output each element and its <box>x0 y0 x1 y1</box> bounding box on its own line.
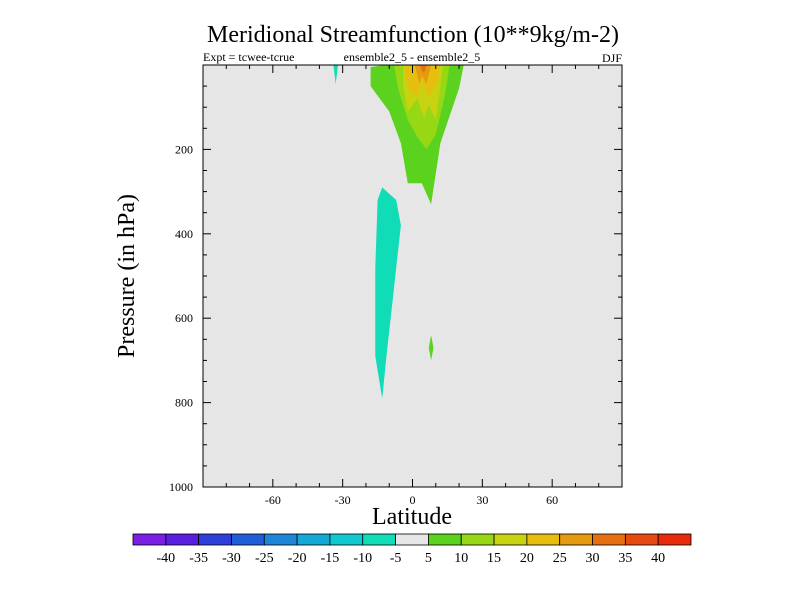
colorbar-swatch <box>263 533 298 546</box>
contour-region-5 <box>419 65 427 74</box>
y-tick-label: 1000 <box>169 480 193 494</box>
x-axis-ticks: -60 -30 0 30 60 <box>202 65 623 507</box>
colorbar-label: 15 <box>487 551 501 566</box>
colorbar-label: -20 <box>288 551 307 566</box>
contour-regions <box>333 65 464 399</box>
x-tick-label: -60 <box>265 493 281 507</box>
colorbar-label: -15 <box>321 551 340 566</box>
x-tick-label: 0 <box>410 493 416 507</box>
colorbar-label: 30 <box>586 551 600 566</box>
subtitle-right: DJF <box>602 51 622 65</box>
colorbar-swatch <box>198 533 232 546</box>
chart-title: Meridional Streamfunction (10**9kg/m-2) <box>207 22 619 48</box>
x-axis-label: Latitude <box>372 504 452 530</box>
colorbar-label: 40 <box>651 551 665 566</box>
colorbar-label: 20 <box>520 551 534 566</box>
colorbar-swatch <box>329 533 364 546</box>
colorbar-swatch <box>526 533 561 546</box>
colorbar-swatch <box>493 533 528 546</box>
colorbar-swatch <box>657 533 692 546</box>
colorbar-label: -40 <box>156 551 175 566</box>
colorbar-label: -10 <box>353 551 372 566</box>
colorbar-swatch <box>460 533 495 546</box>
y-axis-ticks: 200 400 600 800 1000 <box>169 64 622 494</box>
y-tick-label: 400 <box>175 227 193 241</box>
colorbar-label: -5 <box>390 551 402 566</box>
contour-region-3 <box>405 65 441 97</box>
colorbar-swatch <box>231 533 265 546</box>
x-tick-label: -30 <box>335 493 351 507</box>
colorbar-label: 25 <box>553 551 567 566</box>
colorbar-swatch <box>559 533 593 546</box>
x-tick-label: 60 <box>546 493 558 507</box>
colorbar-swatch <box>592 533 626 546</box>
y-tick-label: 600 <box>175 311 193 325</box>
colorbar-swatch <box>362 533 396 546</box>
x-tick-label: 30 <box>476 493 488 507</box>
colorbar-label: -30 <box>222 551 241 566</box>
subtitle-center: ensemble2_5 - ensemble2_5 <box>344 50 481 64</box>
colorbar <box>132 533 692 546</box>
colorbar-label: -25 <box>255 551 274 566</box>
contour-region-8 <box>428 335 434 361</box>
colorbar-label: -35 <box>189 551 208 566</box>
colorbar-labels: -40 -35 -30 -25 -20 -15 -10 -5 5 10 15 20 25 30 35 40 <box>156 551 665 566</box>
contour-region-7 <box>375 187 401 399</box>
contour-region-6 <box>333 65 338 84</box>
contour-region-4 <box>414 65 432 84</box>
colorbar-label: 10 <box>454 551 468 566</box>
colorbar-swatch <box>296 533 331 546</box>
y-tick-label: 200 <box>175 142 193 156</box>
colorbar-swatch <box>395 533 429 546</box>
y-tick-label: 800 <box>175 396 193 410</box>
colorbar-swatch <box>624 533 659 546</box>
colorbar-swatch <box>165 533 200 546</box>
colorbar-swatch <box>132 533 167 546</box>
subtitle-left: Expt = tcwee-tcrue <box>203 50 294 64</box>
colorbar-swatch <box>428 533 462 546</box>
y-axis-label: Pressure (in hPa) <box>114 194 140 358</box>
colorbar-label: 35 <box>618 551 632 566</box>
colorbar-label: 5 <box>425 551 432 566</box>
